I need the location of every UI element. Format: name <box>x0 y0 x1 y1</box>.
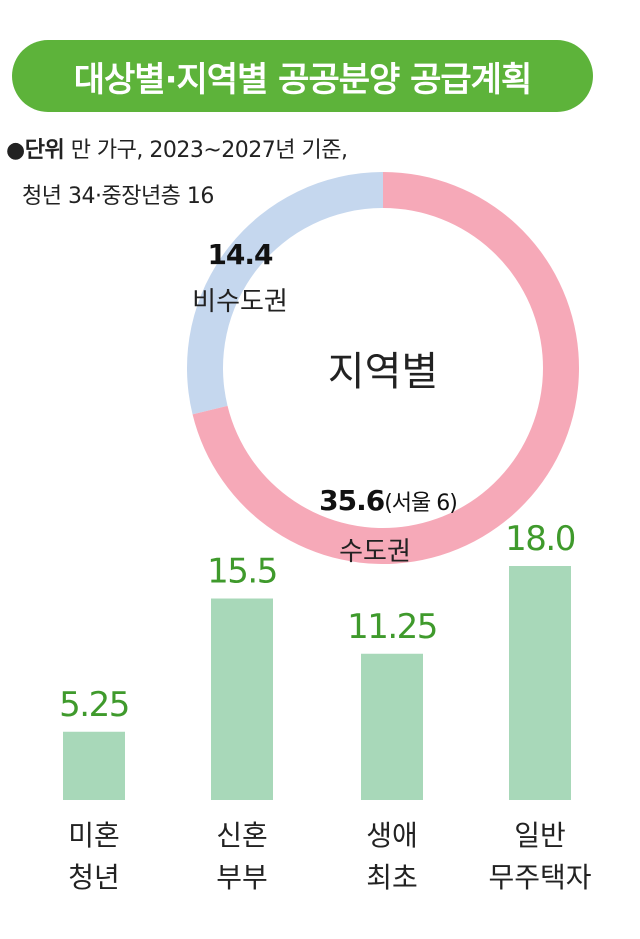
unit-text-2: 청년 34·중장년층 16 <box>22 184 214 209</box>
category-label-3-0: 일반 <box>514 819 566 852</box>
bar-value-label-0: 5.25 <box>59 685 129 725</box>
donut-slice-0 <box>187 172 383 415</box>
category-label-2-1: 최초 <box>366 861 418 894</box>
unit-label: 단위 <box>24 138 65 163</box>
unit-note-line1: ●단위 만 가구, 2023~2027년 기준, <box>6 132 348 164</box>
slice-value-label-0: 14.4 <box>207 238 273 271</box>
category-label-0-1: 청년 <box>68 861 120 894</box>
category-label-3-1: 무주택자 <box>488 861 591 894</box>
bar-0 <box>63 731 125 800</box>
bar-value-label-3: 18.0 <box>505 519 575 559</box>
title-banner: 대상별·지역별 공공분양 공급계획 <box>12 40 593 112</box>
bar-value-label-1: 15.5 <box>207 552 277 592</box>
donut-chart: 지역별 14.4 비수도권 35.6(서울 6) 수도권 <box>187 172 579 567</box>
bar-2 <box>361 653 423 800</box>
bar-value-label-2: 11.25 <box>347 607 437 647</box>
slice-value-1: 35.6 <box>319 484 384 517</box>
bar-1 <box>211 598 273 800</box>
slice-name-label-1: 수도권 <box>339 537 411 567</box>
unit-bullet: ● <box>6 138 25 163</box>
chart-title: 대상별·지역별 공공분양 공급계획 <box>73 59 533 100</box>
slice-value-label-1: 35.6(서울 6) <box>319 484 457 517</box>
slice-name-label-0: 비수도권 <box>192 287 288 317</box>
unit-text: 만 가구, 2023~2027년 기준, <box>70 138 348 163</box>
category-label-1-0: 신혼 <box>216 819 268 852</box>
bar-3 <box>509 566 571 800</box>
donut-center-label: 지역별 <box>328 349 438 395</box>
category-label-2-0: 생애 <box>366 819 418 852</box>
slice-note-1: (서울 6) <box>384 491 457 516</box>
category-label-0-0: 미혼 <box>68 819 120 852</box>
category-label-1-1: 부부 <box>216 861 268 894</box>
unit-note-line2: 청년 34·중장년층 16 <box>22 178 214 210</box>
